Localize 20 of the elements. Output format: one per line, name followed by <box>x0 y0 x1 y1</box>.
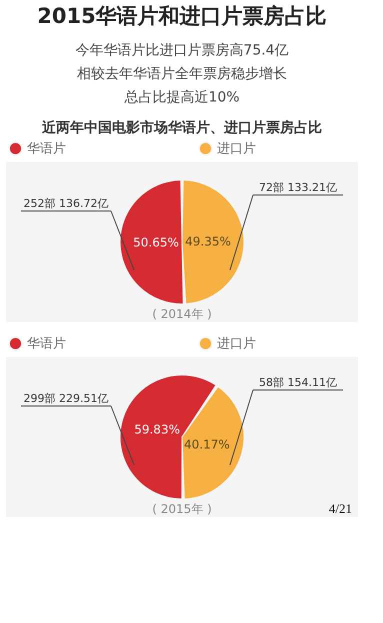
text: 58部 154.11亿 <box>259 376 337 389</box>
data-label: 50.65% <box>133 236 179 250</box>
data-label: 49.35% <box>185 234 231 248</box>
text: 72部 133.21亿 <box>259 181 337 194</box>
legend-label: 进口片 <box>217 142 256 157</box>
data-label: 59.83% <box>134 422 180 437</box>
legend-label: 华语片 <box>27 336 66 352</box>
text: 相较去年华语片全年票房稳步增长 <box>77 66 287 82</box>
legend-label: 进口片 <box>217 336 256 352</box>
text: ( 2015年 ) <box>152 502 212 516</box>
text: 今年华语片比进口片票房高75.4亿 <box>75 42 289 59</box>
text: 4/21 <box>328 501 352 516</box>
text: ( 2014年 ) <box>152 307 212 321</box>
text: 2015华语片和进口片票房占比 <box>37 4 327 28</box>
text: 299部 229.51亿 <box>24 392 108 405</box>
data-label: 40.17% <box>184 437 230 452</box>
legend-label: 华语片 <box>27 142 66 157</box>
chart-title: 近两年中国电影市场华语片、进口片票房占比 <box>41 119 322 136</box>
text: 252部 136.72亿 <box>24 197 108 210</box>
text: 总占比提高近10% <box>123 89 240 106</box>
